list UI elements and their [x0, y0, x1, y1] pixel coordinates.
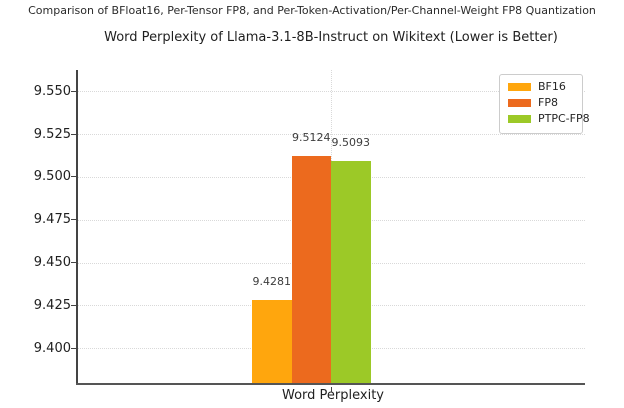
x-axis-spine: [76, 383, 585, 385]
y-tick-mark: [71, 90, 76, 92]
y-tick-mark: [71, 304, 76, 306]
bar-fp8: [291, 155, 331, 385]
x-tick-label: Word Perplexity: [282, 388, 384, 403]
y-axis-spine: [76, 70, 78, 385]
legend-item: BF16: [508, 81, 574, 93]
legend-item: PTPC-FP8: [508, 113, 590, 125]
figure-suptitle: Comparison of BFloat16, Per-Tensor FP8, …: [28, 4, 596, 17]
x-tick-mark: [330, 387, 332, 392]
bar-value-label: 9.4281: [252, 275, 292, 289]
y-tick-label: 9.425: [33, 297, 71, 313]
legend-swatch-bf16: [508, 83, 531, 91]
chart-title: Word Perplexity of Llama-3.1-8B-Instruct…: [104, 30, 558, 45]
y-tick-label: 9.525: [33, 126, 71, 142]
y-tick-label: 9.500: [33, 169, 71, 185]
y-tick-mark: [71, 219, 76, 221]
legend: BF16 FP8 PTPC-FP8: [499, 74, 590, 134]
legend-swatch-fp8: [508, 99, 531, 107]
y-tick-mark: [71, 133, 76, 135]
bar-bf16: [252, 300, 292, 385]
bar-value-label: 9.5124: [292, 130, 331, 144]
legend-label: BF16: [538, 80, 566, 93]
legend-item: FP8: [508, 97, 574, 109]
bar-ptpc-fp8: [331, 161, 371, 385]
legend-label: PTPC-FP8: [538, 112, 590, 125]
plot-area: BF16 FP8 PTPC-FP8 9.4281 9.5124 9.5093: [71, 70, 590, 392]
legend-swatch-ptpc-fp8: [508, 115, 531, 123]
legend-label: FP8: [538, 96, 558, 109]
y-tick-mark: [71, 347, 76, 349]
y-tick-label: 9.400: [33, 340, 71, 356]
y-tick-label: 9.550: [33, 83, 71, 99]
y-tick-label: 9.450: [33, 255, 71, 271]
y-tick-mark: [71, 176, 76, 178]
bar-value-label: 9.5093: [331, 136, 371, 150]
y-tick-mark: [71, 262, 76, 264]
y-tick-label: 9.475: [33, 212, 71, 228]
